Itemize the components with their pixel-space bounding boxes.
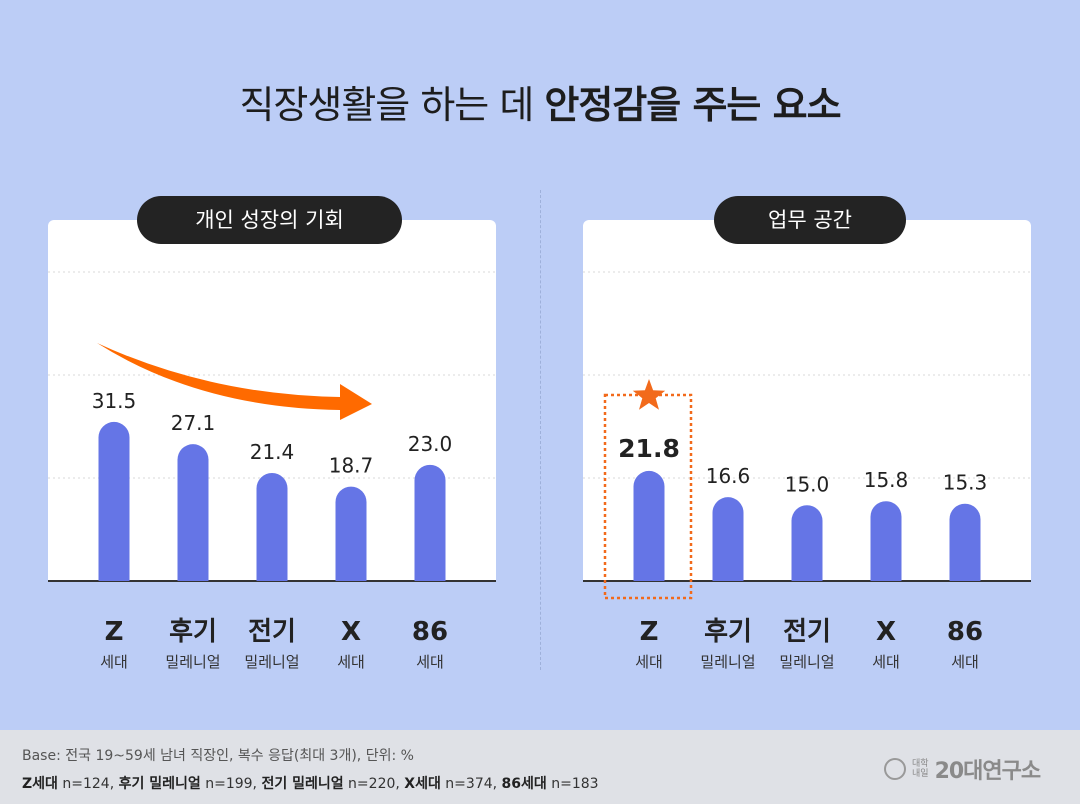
category-sublabel: 세대	[872, 653, 900, 671]
category-label: X	[876, 617, 896, 647]
sample-label: 86세대	[501, 776, 547, 792]
bar	[256, 472, 288, 581]
bar	[712, 497, 744, 581]
bar	[335, 486, 367, 581]
logo: 대학 내일 20대연구소	[884, 752, 1042, 786]
category-sublabel: 세대	[337, 653, 365, 671]
sample-n: n=183	[546, 776, 599, 792]
sample-n: n=124,	[57, 776, 119, 792]
bar	[633, 470, 665, 581]
category-sublabel: 세대	[951, 653, 979, 671]
data-label: 21.4	[250, 440, 295, 464]
sample-label: Z세대	[22, 776, 58, 792]
category-label: 전기	[248, 617, 296, 647]
trend-arrow-icon	[97, 343, 372, 420]
data-label: 31.5	[92, 389, 137, 413]
sample-label: 전기 밀레니얼	[261, 776, 344, 792]
chart-title-right: 업무 공간	[714, 196, 906, 244]
logo-small: 대학 내일	[912, 759, 929, 779]
data-label: 21.8	[618, 434, 680, 463]
category-sublabel: 세대	[635, 653, 663, 671]
category-sublabel: 밀레니얼	[165, 653, 220, 671]
page-title: 직장생활을 하는 데 안정감을 주는 요소	[0, 74, 1080, 129]
bar	[791, 505, 823, 581]
category-label: 후기	[704, 617, 752, 647]
bar	[949, 503, 981, 581]
data-label: 15.8	[864, 468, 909, 492]
data-label: 18.7	[329, 454, 374, 478]
data-label: 15.0	[785, 472, 830, 496]
category-label: 후기	[169, 617, 217, 647]
category-label: Z	[105, 617, 124, 647]
sample-label: 후기 밀레니얼	[118, 776, 201, 792]
category-label: 86	[412, 617, 448, 647]
category-label: 전기	[783, 617, 831, 647]
category-sublabel: 밀레니얼	[700, 653, 755, 671]
title-regular: 직장생활을 하는 데	[239, 83, 545, 127]
category-sublabel: 세대	[416, 653, 444, 671]
bar	[414, 464, 446, 581]
data-label: 27.1	[171, 411, 216, 435]
sample-n: n=374,	[440, 776, 502, 792]
footer-samples: Z세대 n=124, 후기 밀레니얼 n=199, 전기 밀레니얼 n=220,…	[22, 773, 599, 793]
sample-label: X세대	[404, 776, 441, 792]
sample-n: n=199,	[200, 776, 262, 792]
category-label: X	[341, 617, 361, 647]
data-label: 16.6	[706, 464, 751, 488]
bar	[870, 501, 902, 581]
bulb-icon	[884, 758, 906, 780]
category-label: Z	[640, 617, 659, 647]
chart-title-left: 개인 성장의 기회	[137, 196, 402, 244]
category-sublabel: 밀레니얼	[244, 653, 299, 671]
star-icon	[632, 379, 666, 410]
bar	[177, 444, 209, 581]
data-label: 23.0	[408, 432, 453, 456]
data-label: 15.3	[943, 471, 988, 495]
bar	[98, 421, 130, 581]
category-sublabel: 세대	[100, 653, 128, 671]
category-label: 86	[947, 617, 983, 647]
category-sublabel: 밀레니얼	[779, 653, 834, 671]
sample-n: n=220,	[343, 776, 405, 792]
title-bold: 안정감을 주는 요소	[544, 83, 841, 127]
footer-base: Base: 전국 19~59세 남녀 직장인, 복수 응답(최대 3개), 단위…	[22, 748, 414, 764]
logo-text: 20대연구소	[934, 759, 1042, 784]
panel-divider	[540, 190, 541, 670]
